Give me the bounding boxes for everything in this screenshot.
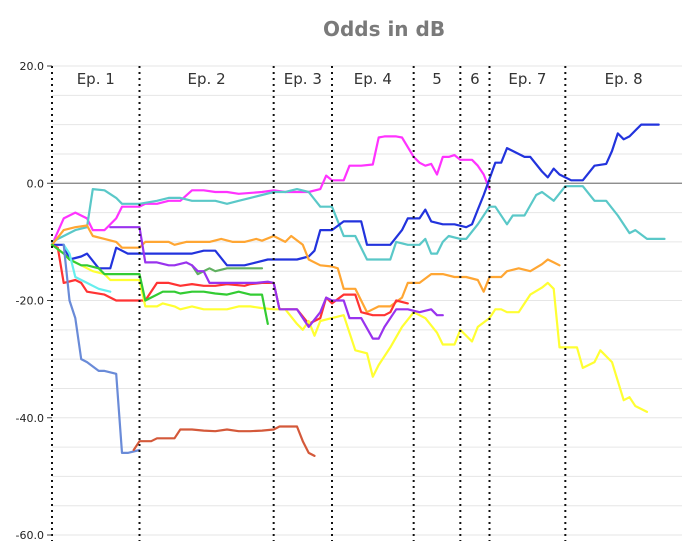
series-line-8 — [190, 264, 264, 276]
series-line-6 — [50, 243, 649, 413]
episode-label: Ep. 7 — [508, 70, 546, 88]
y-axis-ticks: 20.0 0.0 -20.0 -40.0 -60.0 — [16, 60, 52, 542]
y-tick-label: -40.0 — [16, 412, 44, 425]
series-line-10 — [62, 243, 112, 293]
episode-label: Ep. 1 — [77, 70, 115, 88]
y-tick-label: 0.0 — [27, 177, 45, 190]
series-line-9 — [109, 226, 444, 340]
episode-label: 5 — [432, 70, 442, 88]
series-line-11 — [62, 243, 141, 454]
series-line-5 — [50, 243, 409, 325]
series-line-2 — [50, 185, 666, 261]
series-line-4 — [50, 224, 561, 314]
episode-separators — [51, 66, 567, 541]
series-line-3 — [50, 123, 660, 270]
episode-label: Ep. 2 — [188, 70, 226, 88]
series-line-7 — [50, 243, 269, 325]
episode-label: Ep. 8 — [605, 70, 643, 88]
series-line-12 — [132, 425, 316, 457]
episode-label: 6 — [470, 70, 480, 88]
episode-label: Ep. 3 — [284, 70, 322, 88]
series-line-1 — [50, 135, 491, 246]
y-tick-label: -60.0 — [16, 529, 44, 542]
y-tick-label: 20.0 — [20, 60, 45, 73]
series-group — [50, 123, 666, 457]
episode-label: Ep. 4 — [354, 70, 392, 88]
y-tick-label: -20.0 — [16, 295, 44, 308]
episode-labels: Ep. 1 Ep. 2 Ep. 3 Ep. 4 5 6 Ep. 7 Ep. 8 — [77, 70, 643, 88]
chart-title: Odds in dB — [323, 17, 445, 41]
